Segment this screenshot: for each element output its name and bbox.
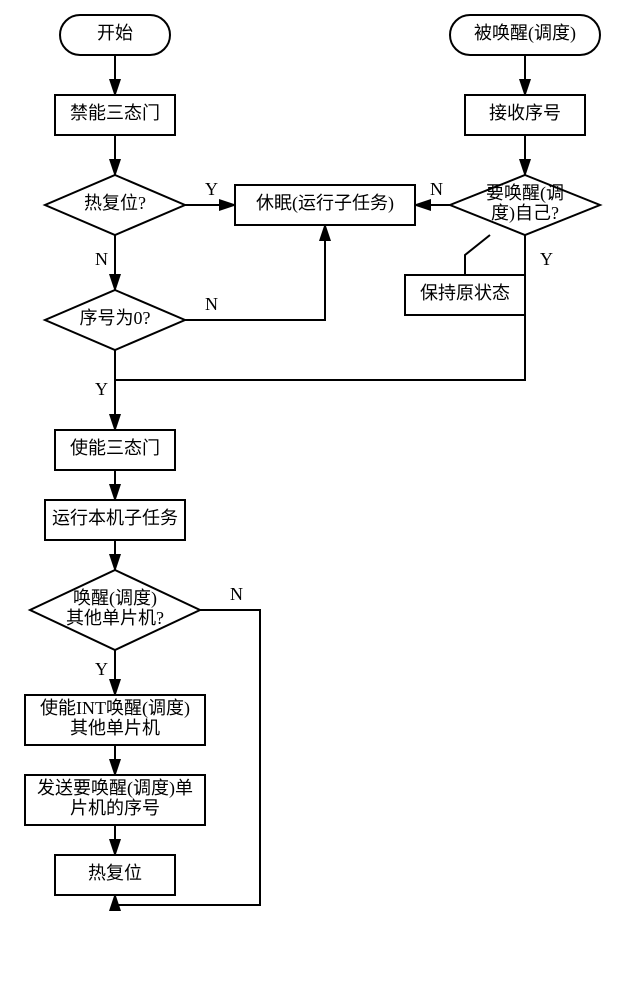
edge: Y <box>95 650 115 695</box>
node-label: 接收序号 <box>489 103 561 123</box>
edge-label: N <box>230 584 243 604</box>
node-label: 其他单片机? <box>66 608 164 628</box>
node-label: 被唤醒(调度) <box>474 23 576 44</box>
node-enable: 使能三态门 <box>55 430 175 470</box>
node-wakeOtherQ: 唤醒(调度)其他单片机? <box>30 570 200 650</box>
node-intWake: 使能INT唤醒(调度)其他单片机 <box>25 695 205 745</box>
node-label: 开始 <box>97 23 133 43</box>
node-seq0Q: 序号为0? <box>45 290 185 350</box>
node-disable: 禁能三态门 <box>55 95 175 135</box>
node-sleep: 休眠(运行子任务) <box>235 185 415 225</box>
node-recvSeq: 接收序号 <box>465 95 585 135</box>
node-label: 使能三态门 <box>70 438 160 458</box>
node-label: 唤醒(调度) <box>73 588 157 609</box>
node-label: 热复位? <box>84 193 146 213</box>
edge: Y <box>95 350 115 430</box>
edge-label: N <box>95 249 108 269</box>
node-start: 开始 <box>60 15 170 55</box>
node-label: 禁能三态门 <box>70 103 160 123</box>
node-wakeSelfQ: 要唤醒(调度)自己? <box>450 175 600 235</box>
edge-label: Y <box>540 249 553 269</box>
edge-label: Y <box>95 379 108 399</box>
node-label: 片机的序号 <box>70 798 160 818</box>
node-label: 度)自己? <box>491 203 559 224</box>
node-hotResetQ: 热复位? <box>45 175 185 235</box>
edge: N <box>415 179 450 205</box>
edge: N <box>95 235 115 290</box>
node-label: 要唤醒(调 <box>486 183 564 204</box>
node-label: 使能INT唤醒(调度) <box>40 698 190 719</box>
node-label: 休眠(运行子任务) <box>256 193 394 214</box>
node-woken: 被唤醒(调度) <box>450 15 600 55</box>
node-label: 运行本机子任务 <box>52 508 178 528</box>
node-runTask: 运行本机子任务 <box>45 500 185 540</box>
edge-label: N <box>430 179 443 199</box>
edge-label: Y <box>95 659 108 679</box>
edge-label: N <box>205 294 218 314</box>
node-label: 发送要唤醒(调度)单 <box>37 778 193 799</box>
node-hotReset: 热复位 <box>55 855 175 895</box>
edge: Y <box>185 179 235 205</box>
node-label: 热复位 <box>88 863 142 883</box>
edge: N <box>185 225 325 320</box>
node-label: 其他单片机 <box>70 718 160 738</box>
edge-label: Y <box>205 179 218 199</box>
node-keepState: 保持原状态 <box>405 275 525 315</box>
node-label: 保持原状态 <box>420 283 510 303</box>
node-label: 序号为0? <box>80 308 151 328</box>
edge <box>465 235 490 275</box>
node-sendSeq: 发送要唤醒(调度)单片机的序号 <box>25 775 205 825</box>
